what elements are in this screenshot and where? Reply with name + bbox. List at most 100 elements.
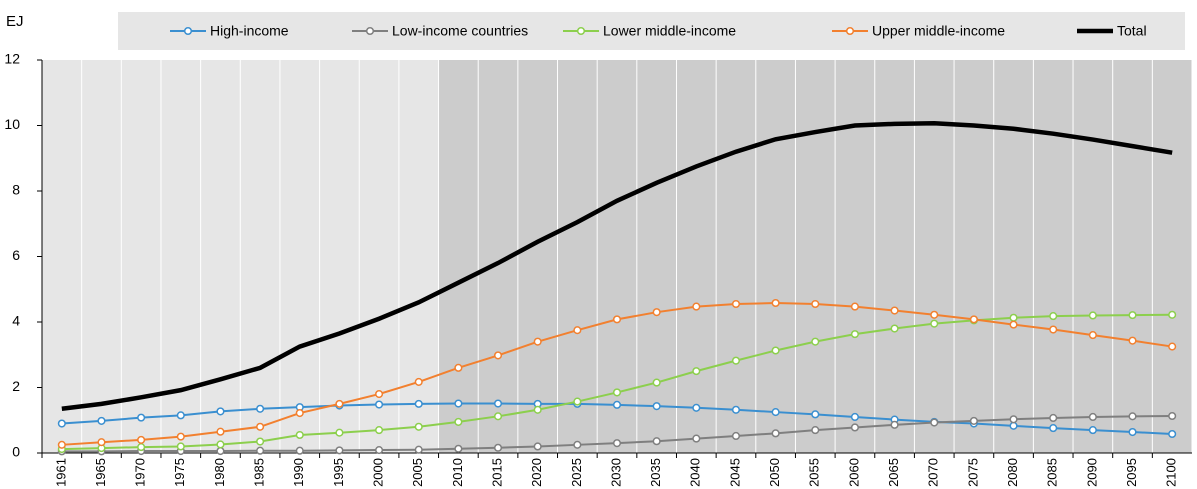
period-band [637,60,676,453]
x-tick-label: 2070 [926,458,941,487]
x-tick-label: 1985 [252,458,267,487]
series-marker [256,437,265,446]
legend-marker [183,26,193,36]
period-band [795,60,835,453]
series-marker [256,422,265,431]
series-marker [811,410,820,419]
period-band [42,60,82,453]
series-marker [295,446,304,455]
period-band [597,60,637,453]
legend-label: Low-income countries [392,23,528,39]
period-band [518,60,558,453]
period-band [121,60,161,453]
series-marker [414,422,423,431]
x-tick-label: 1965 [93,458,108,487]
series-marker [771,346,780,355]
series-marker [295,408,304,418]
series-marker [731,356,741,365]
series-marker [216,446,225,456]
series-marker [850,302,859,311]
series-marker [573,440,582,449]
series-marker [176,442,185,451]
series-marker [612,388,622,397]
series-marker [612,400,622,409]
period-band [320,60,359,453]
period-band [994,60,1033,453]
x-tick-label: 2075 [965,458,980,487]
series-marker [930,319,939,328]
x-tick-label: 2050 [767,458,782,487]
series-marker [1009,320,1018,329]
series-marker [811,337,820,346]
series-marker [57,440,66,449]
period-band [1152,60,1192,453]
legend-box [118,12,1185,50]
period-band [359,60,399,453]
series-marker [1168,411,1177,421]
x-tick-label: 2085 [1045,458,1060,487]
x-tick-label: 2060 [846,458,861,487]
period-band [756,60,795,453]
series-marker [493,443,503,452]
series-marker [335,446,344,455]
period-band [875,60,914,453]
series-marker [573,326,582,335]
x-tick-label: 2040 [688,458,703,487]
series-marker [454,444,463,453]
series-marker [1128,412,1137,421]
series-marker [216,440,225,449]
x-tick-label: 1970 [133,458,148,487]
series-marker [1049,413,1058,423]
y-tick-label: 8 [12,182,20,198]
series-marker [375,446,384,455]
series-marker [890,420,899,429]
series-marker [256,404,265,413]
series-marker [771,429,780,438]
series-marker [692,367,701,376]
series-marker [573,397,582,406]
x-tick-label: 1995 [331,458,346,487]
period-band [676,60,716,453]
x-tick-label: 1980 [212,458,227,487]
period-band [201,60,240,453]
series-marker [335,399,344,408]
y-tick-label: 2 [12,378,20,394]
period-band [1113,60,1152,453]
x-tick-label: 2100 [1164,458,1179,487]
x-tick-label: 2090 [1084,458,1099,487]
y-tick-label: 4 [12,313,20,329]
x-tick-label: 2000 [371,458,386,487]
legend-label: Total [1117,23,1147,39]
legend-label: Upper middle-income [872,23,1005,39]
series-marker [771,408,780,417]
series-marker [493,351,503,360]
series-marker [652,378,661,387]
series-marker [137,443,146,452]
legend-label: High-income [210,23,289,39]
series-marker [930,310,939,319]
series-marker [1049,424,1058,433]
series-marker [375,390,384,399]
series-marker [216,427,225,436]
series-marker [1009,421,1018,430]
series-marker [731,431,741,441]
x-tick-label: 2010 [450,458,465,487]
series-marker [850,412,859,422]
period-band [835,60,875,453]
series-marker [375,400,384,409]
series-marker [612,315,622,324]
series-marker [454,399,463,408]
x-tick-label: 2035 [648,458,663,487]
y-axis-label: EJ [6,13,24,30]
series-marker [850,423,859,432]
legend-marker [365,26,375,36]
period-band [558,60,597,453]
series-marker [216,407,225,416]
series-marker [969,416,978,425]
x-tick-label: 1990 [291,458,306,487]
series-marker [612,439,622,448]
series-marker [890,324,899,333]
series-marker [1009,313,1018,322]
series-line [61,120,1173,412]
